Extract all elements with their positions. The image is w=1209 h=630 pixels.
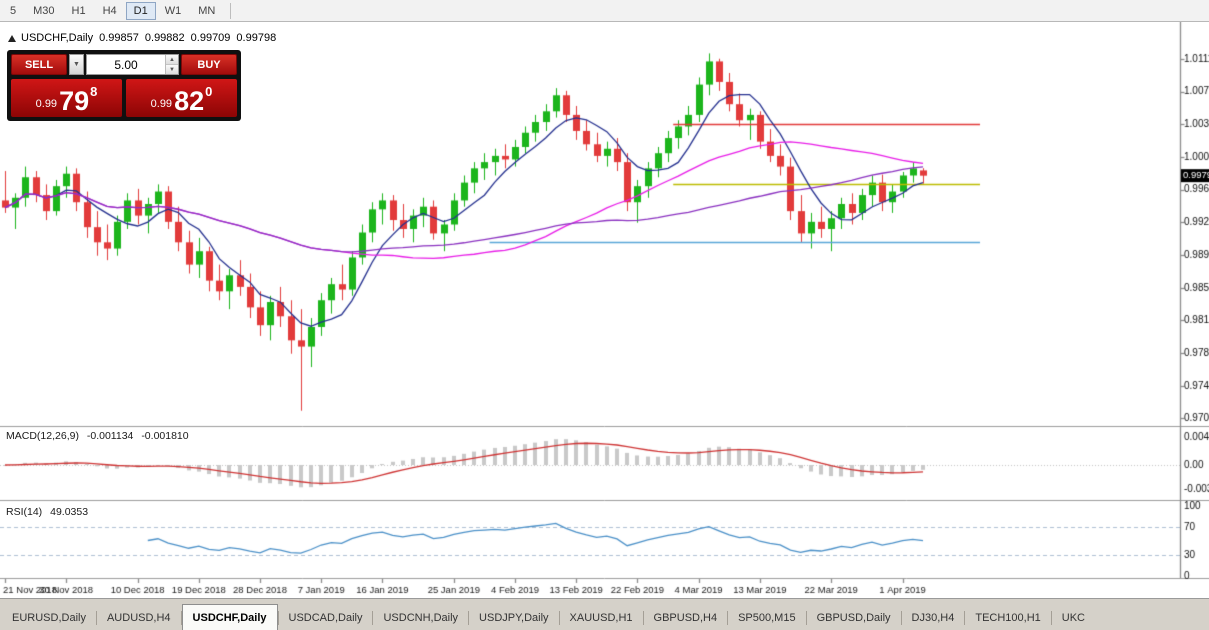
tab-gbpusd-h4[interactable]: GBPUSD,H4 [644, 606, 728, 630]
volume-up-icon[interactable]: ▲ [166, 55, 178, 64]
timeframe-toolbar: 5 M30 H1 H4 D1 W1 MN [0, 0, 1209, 22]
timeframe-m30[interactable]: M30 [33, 4, 55, 17]
tab-separator [642, 610, 644, 625]
timeframe-m5[interactable]: 5 [10, 4, 17, 17]
tab-eurusd-daily[interactable]: EURUSD,Daily [2, 606, 96, 630]
chart-symbol-label: USDCHF,Daily [21, 32, 94, 44]
tab-separator [727, 610, 729, 625]
tab-separator [95, 610, 97, 625]
buy-price-sup: 0 [205, 84, 213, 99]
tab-sp500-m15[interactable]: SP500,M15 [728, 606, 805, 630]
tab-label: EURUSD,Daily [12, 612, 86, 624]
ohlc-close: 0.99798 [236, 32, 277, 44]
tab-label: DJ30,H4 [911, 612, 955, 624]
tab-usdcnh-daily[interactable]: USDCNH,Daily [373, 606, 468, 630]
buy-price-prefix: 0.99 [150, 98, 173, 110]
buy-price-display[interactable]: 0.99 82 0 [126, 79, 237, 117]
tab-label: XAUUSD,H1 [569, 612, 633, 624]
macd-name: MACD(12,26,9) [6, 430, 79, 442]
timeframe-h4[interactable]: H4 [102, 4, 117, 17]
buy-button[interactable]: BUY [181, 54, 237, 75]
ohlc-low: 0.99709 [190, 32, 231, 44]
chart-marker-icon [8, 34, 16, 42]
macd-indicator-label: MACD(12,26,9) -0.001134 -0.001810 [6, 430, 194, 442]
timeframe-mn[interactable]: MN [198, 4, 216, 17]
tab-label: GBPUSD,Daily [816, 612, 891, 624]
tab-separator [468, 610, 470, 625]
rsi-indicator-label: RSI(14) 49.0353 [6, 506, 93, 518]
one-click-trading-panel: SELL ▼ 5.00 ▲ ▼ BUY 0.99 79 8 [7, 50, 241, 121]
tab-label: GBPUSD,H4 [653, 612, 718, 624]
sell-button[interactable]: SELL [11, 54, 67, 75]
sell-price-prefix: 0.99 [35, 98, 58, 110]
tab-separator [1050, 610, 1052, 625]
tab-xauusd-h1[interactable]: XAUUSD,H1 [560, 606, 643, 630]
tab-dj30-h4[interactable]: DJ30,H4 [902, 606, 965, 630]
tab-usdjpy-daily[interactable]: USDJPY,Daily [469, 606, 559, 630]
tab-gbpusd-daily[interactable]: GBPUSD,Daily [807, 606, 901, 630]
toolbar-separator [230, 2, 232, 19]
rsi-value: 49.0353 [50, 506, 89, 518]
tab-separator [277, 610, 279, 625]
volume-field[interactable]: 5.00 ▲ ▼ [86, 54, 179, 75]
chart-tab-bar: EURUSD,Daily AUDUSD,H4 USDCHF,Daily USDC… [0, 598, 1209, 630]
volume-stepper: ▲ ▼ [165, 55, 178, 74]
tab-audusd-h4[interactable]: AUDUSD,H4 [97, 606, 181, 630]
volume-down-icon[interactable]: ▼ [166, 64, 178, 74]
macd-value-signal: -0.001810 [141, 430, 189, 442]
tab-label: SP500,M15 [738, 612, 796, 624]
timeframe-h1[interactable]: H1 [71, 4, 86, 17]
tab-separator [180, 610, 182, 625]
tab-separator [900, 610, 902, 625]
ohlc-open: 0.99857 [99, 32, 139, 44]
tab-tech100-h1[interactable]: TECH100,H1 [965, 606, 1050, 630]
tab-separator [805, 610, 807, 625]
timeframe-d1[interactable]: D1 [125, 1, 156, 20]
tab-separator [964, 610, 966, 625]
volume-value[interactable]: 5.00 [114, 57, 138, 72]
chart-window: USDCHF,Daily 0.99857 0.99882 0.99709 0.9… [0, 22, 1209, 598]
sell-price-sup: 8 [90, 84, 98, 99]
buy-price-big: 82 [174, 86, 205, 117]
tab-label: USDCHF,Daily [192, 611, 267, 624]
sell-price-big: 79 [59, 86, 90, 117]
tab-separator [558, 610, 560, 625]
chart-ohlc-info: USDCHF,Daily 0.99857 0.99882 0.99709 0.9… [8, 32, 282, 44]
tab-usdcad-daily[interactable]: USDCAD,Daily [279, 606, 373, 630]
tab-usdchf-daily[interactable]: USDCHF,Daily [181, 604, 278, 630]
ohlc-high: 0.99882 [144, 32, 185, 44]
volume-dropdown-icon[interactable]: ▼ [69, 54, 84, 75]
tab-label: USDJPY,Daily [479, 612, 549, 624]
rsi-name: RSI(14) [6, 506, 43, 518]
tab-label: TECH100,H1 [975, 612, 1041, 624]
tab-label: UKC [1061, 612, 1085, 624]
tab-label: USDCAD,Daily [288, 612, 363, 624]
macd-value-main: -0.001134 [86, 430, 134, 442]
tab-ukc-truncated[interactable]: UKC [1052, 606, 1095, 630]
tab-label: AUDUSD,H4 [106, 612, 171, 624]
timeframe-w1[interactable]: W1 [164, 4, 182, 17]
tab-label: USDCNH,Daily [383, 612, 459, 624]
sell-price-display[interactable]: 0.99 79 8 [11, 79, 122, 117]
tab-separator [372, 610, 374, 625]
